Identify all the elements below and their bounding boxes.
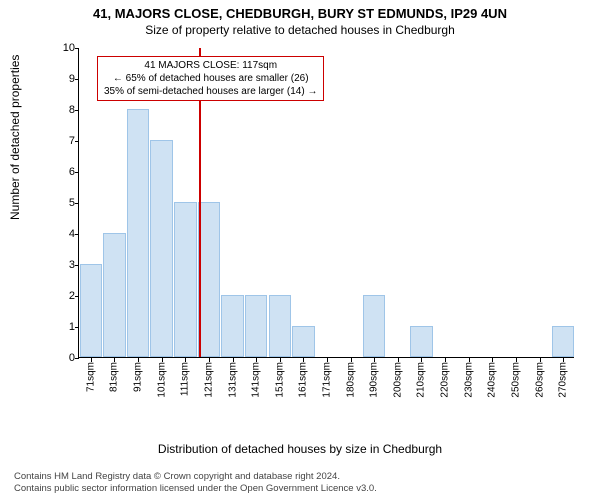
- histogram-bar: [410, 326, 432, 357]
- y-tick-mark: [75, 327, 79, 328]
- x-tick-label: 141sqm: [251, 362, 262, 398]
- y-tick-mark: [75, 296, 79, 297]
- x-tick-label: 91sqm: [133, 362, 144, 392]
- y-tick-mark: [75, 141, 79, 142]
- y-tick-label: 7: [57, 135, 75, 147]
- y-tick-label: 8: [57, 104, 75, 116]
- y-tick-label: 4: [57, 228, 75, 240]
- x-tick-label: 200sqm: [392, 362, 403, 398]
- histogram-bar: [245, 295, 267, 357]
- x-tick-label: 220sqm: [440, 362, 451, 398]
- y-tick-label: 10: [57, 42, 75, 54]
- histogram-bar: [174, 202, 196, 357]
- annotation-line: 41 MAJORS CLOSE: 117sqm: [104, 59, 317, 72]
- y-tick-mark: [75, 234, 79, 235]
- y-tick-label: 5: [57, 197, 75, 209]
- y-tick-label: 0: [57, 352, 75, 364]
- histogram-bar: [269, 295, 291, 357]
- y-axis-label: Number of detached properties: [8, 55, 22, 220]
- footer-line: Contains public sector information licen…: [14, 483, 377, 494]
- footer-attribution: Contains HM Land Registry data © Crown c…: [14, 471, 377, 494]
- x-tick-label: 210sqm: [416, 362, 427, 398]
- y-tick-label: 6: [57, 166, 75, 178]
- y-tick-label: 2: [57, 290, 75, 302]
- x-tick-label: 250sqm: [510, 362, 521, 398]
- y-tick-mark: [75, 265, 79, 266]
- chart-title: 41, MAJORS CLOSE, CHEDBURGH, BURY ST EDM…: [0, 0, 600, 21]
- annotation-line: 35% of semi-detached houses are larger (…: [104, 85, 317, 98]
- y-tick-mark: [75, 48, 79, 49]
- annotation-box: 41 MAJORS CLOSE: 117sqm← 65% of detached…: [97, 56, 324, 101]
- x-tick-label: 81sqm: [109, 362, 120, 392]
- x-tick-label: 151sqm: [274, 362, 285, 398]
- histogram-bar: [80, 264, 102, 357]
- histogram-bar: [103, 233, 125, 357]
- histogram-bar: [552, 326, 574, 357]
- x-axis-label: Distribution of detached houses by size …: [0, 442, 600, 456]
- histogram-bar: [292, 326, 314, 357]
- x-tick-label: 180sqm: [345, 362, 356, 398]
- y-tick-mark: [75, 358, 79, 359]
- x-tick-label: 71sqm: [85, 362, 96, 392]
- histogram-bar: [127, 109, 149, 357]
- chart-area: 01234567891071sqm81sqm91sqm101sqm111sqm1…: [54, 48, 574, 388]
- y-tick-label: 1: [57, 321, 75, 333]
- x-tick-label: 190sqm: [369, 362, 380, 398]
- footer-line: Contains HM Land Registry data © Crown c…: [14, 471, 377, 482]
- y-tick-mark: [75, 110, 79, 111]
- histogram-bar: [150, 140, 172, 357]
- chart-subtitle: Size of property relative to detached ho…: [0, 21, 600, 41]
- x-tick-label: 260sqm: [534, 362, 545, 398]
- x-tick-label: 111sqm: [180, 362, 191, 396]
- y-tick-label: 9: [57, 73, 75, 85]
- annotation-line: ← 65% of detached houses are smaller (26…: [104, 72, 317, 85]
- histogram-bar: [198, 202, 220, 357]
- x-tick-label: 171sqm: [322, 362, 333, 398]
- histogram-bar: [221, 295, 243, 357]
- x-tick-label: 131sqm: [227, 362, 238, 398]
- x-tick-label: 121sqm: [203, 362, 214, 398]
- y-tick-mark: [75, 79, 79, 80]
- histogram-bar: [363, 295, 385, 357]
- y-tick-mark: [75, 172, 79, 173]
- x-tick-label: 240sqm: [487, 362, 498, 398]
- y-tick-mark: [75, 203, 79, 204]
- x-tick-label: 161sqm: [298, 362, 309, 398]
- x-tick-label: 101sqm: [156, 362, 167, 398]
- y-tick-label: 3: [57, 259, 75, 271]
- plot-area: 01234567891071sqm81sqm91sqm101sqm111sqm1…: [78, 48, 574, 358]
- x-tick-label: 270sqm: [558, 362, 569, 398]
- x-tick-label: 230sqm: [463, 362, 474, 398]
